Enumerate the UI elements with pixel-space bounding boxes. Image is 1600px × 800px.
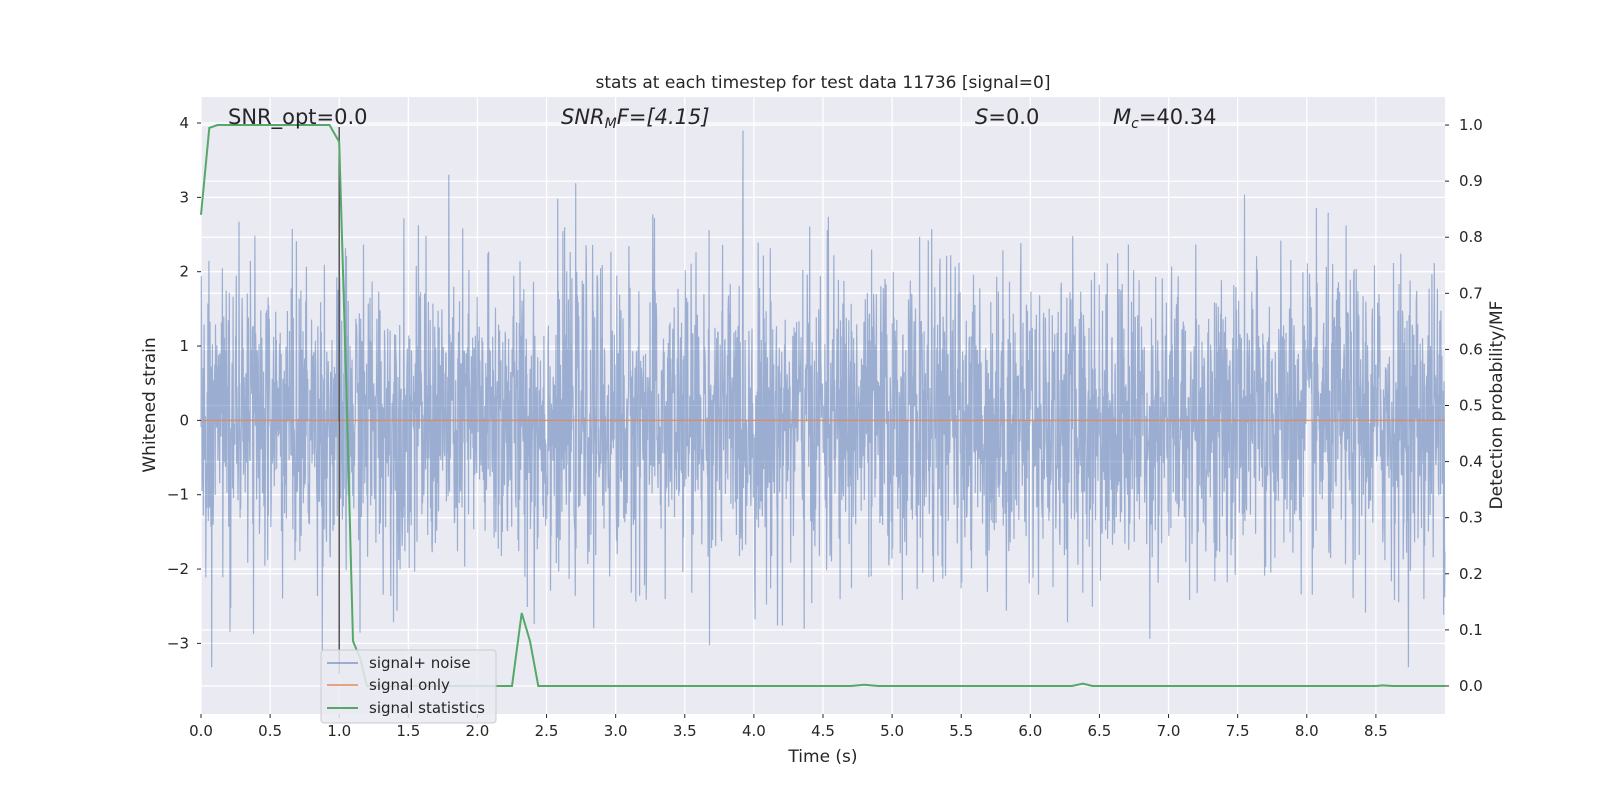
x-tick-label: 5.0: [880, 722, 904, 740]
y2-tick-label: 0.1: [1459, 621, 1483, 639]
y-tick-label: −2: [167, 560, 189, 578]
y2-tick-label: 0.2: [1459, 565, 1483, 583]
y2-tick-label: 0.5: [1459, 397, 1483, 415]
y-tick-label: 2: [179, 263, 189, 281]
x-tick-label: 7.0: [1157, 722, 1181, 740]
x-axis-label: Time (s): [787, 747, 857, 767]
signal-noise-line: [200, 130, 1446, 668]
x-tick-label: 6.0: [1018, 722, 1042, 740]
x-tick-label: 6.5: [1088, 722, 1112, 740]
x-tick-label: 8.5: [1364, 722, 1388, 740]
legend: signal+ noise signal only signal statist…: [320, 649, 497, 724]
y-tick-label: −3: [167, 634, 189, 652]
signal-statistics-line: [200, 124, 1445, 687]
x-tick-label: 3.0: [604, 722, 628, 740]
y2-axis-label: Detection probability/MF: [1487, 301, 1507, 510]
x-tick-label: 7.5: [1226, 722, 1250, 740]
y2-tick-label: 0.3: [1459, 509, 1483, 527]
chart-title: stats at each timestep for test data 117…: [596, 73, 1051, 93]
x-tick-label: 1.5: [396, 722, 420, 740]
tick-labels: 0.0 0.5 1.0 1.5 2.0 2.5 3.0 3.5 4.0 4.5 5.0 5.5 6.0 6…: [167, 114, 1483, 740]
y-tick-label: 1: [179, 337, 189, 355]
y2-tick-label: 1.0: [1459, 116, 1483, 134]
series-signal-statistics: [200, 124, 1445, 687]
x-tick-label: 4.5: [811, 722, 835, 740]
annotation-mc: Mc=40.34: [1113, 105, 1217, 132]
y2-tick-label: 0.9: [1459, 172, 1483, 190]
x-tick-label: 1.0: [327, 722, 351, 740]
legend-label-signal-only: signal only: [369, 676, 450, 694]
x-tick-label: 4.0: [742, 722, 766, 740]
y2-tick-label: 0.0: [1459, 677, 1483, 695]
legend-label-signal-noise: signal+ noise: [369, 654, 471, 672]
y2-tick-label: 0.4: [1459, 453, 1483, 471]
x-tick-label: 8.0: [1295, 722, 1319, 740]
series-signal-noise: [200, 130, 1446, 668]
y-tick-label: 0: [179, 411, 189, 429]
x-tick-label: 2.0: [466, 722, 490, 740]
x-tick-label: 3.5: [673, 722, 697, 740]
x-tick-label: 0.5: [258, 722, 282, 740]
y-tick-label: −1: [167, 486, 189, 504]
y-axis-label: Whitened strain: [140, 337, 160, 472]
y2-tick-label: 0.8: [1459, 228, 1483, 246]
y-tick-label: 4: [179, 114, 189, 132]
annotation-s: S=0.0: [975, 105, 1039, 129]
x-tick-label: 0.0: [189, 722, 213, 740]
x-tick-label: 5.5: [949, 722, 973, 740]
x-tick-label: 2.5: [535, 722, 559, 740]
y2-tick-label: 0.6: [1459, 340, 1483, 358]
y-tick-label: 3: [179, 188, 189, 206]
legend-label-signal-statistics: signal statistics: [369, 699, 485, 717]
legend-box: [320, 649, 497, 724]
y2-tick-label: 0.7: [1459, 284, 1483, 302]
annotation-snr-opt: SNR_opt=0.0: [228, 105, 368, 130]
annotation-snr-mf: SNRMF=[4.15]: [561, 105, 710, 132]
